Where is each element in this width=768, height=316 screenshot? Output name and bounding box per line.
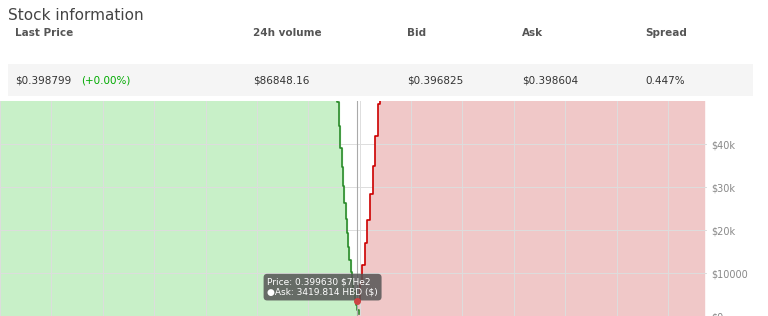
Text: Price: 0.399630 $7He2
●Ask: 3419.814 HBD ($): Price: 0.399630 $7He2 ●Ask: 3419.814 HBD… [267, 277, 378, 297]
Text: 24h volume: 24h volume [253, 28, 322, 38]
Text: (+0.00%): (+0.00%) [81, 76, 130, 86]
Text: Last Price: Last Price [15, 28, 74, 38]
FancyBboxPatch shape [8, 19, 753, 47]
FancyBboxPatch shape [8, 64, 753, 96]
Text: $0.396825: $0.396825 [407, 76, 463, 86]
Text: Stock information: Stock information [8, 8, 144, 23]
Text: $86848.16: $86848.16 [253, 76, 310, 86]
Text: Ask: Ask [522, 28, 544, 38]
Text: $0.398604: $0.398604 [522, 76, 578, 86]
Text: Spread: Spread [645, 28, 687, 38]
Text: $0.398799: $0.398799 [15, 76, 71, 86]
Text: 0.447%: 0.447% [645, 76, 685, 86]
Text: Bid: Bid [407, 28, 426, 38]
